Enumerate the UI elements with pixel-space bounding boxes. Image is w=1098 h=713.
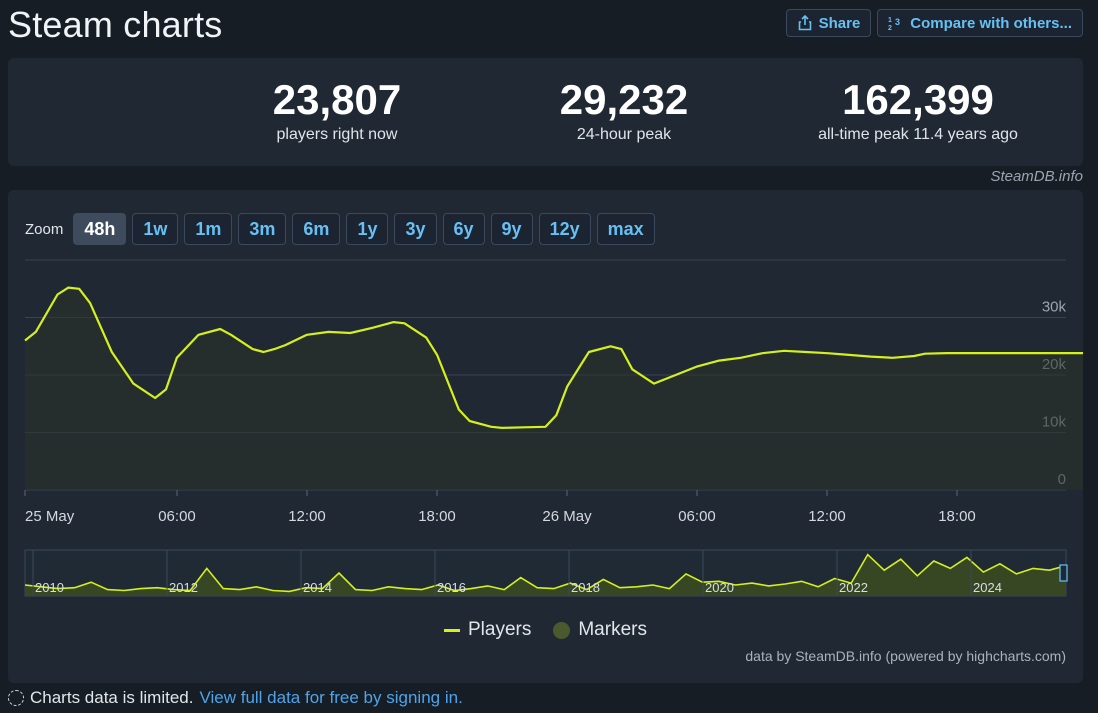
zoom-button-1m[interactable]: 1m xyxy=(184,213,233,245)
x-tick-label: 12:00 xyxy=(288,508,326,525)
svg-text:3: 3 xyxy=(895,17,900,27)
zoom-button-6m[interactable]: 6m xyxy=(292,213,341,245)
stat-24h-peak: 29,232 24-hour peak xyxy=(494,76,754,144)
zoom-button-max[interactable]: max xyxy=(596,213,655,245)
zoom-button-1w[interactable]: 1w xyxy=(132,213,179,245)
x-tick-label: 25 May xyxy=(25,508,75,525)
navigator-x-label: 2012 xyxy=(169,580,198,595)
x-tick-label: 06:00 xyxy=(678,508,716,525)
stat-value: 162,399 xyxy=(842,76,994,123)
share-label: Share xyxy=(818,14,861,32)
share-button[interactable]: Share xyxy=(785,9,872,37)
navigator-x-label: 2018 xyxy=(571,580,600,595)
header-actions: Share 1 2 3 Compare with others... xyxy=(785,9,1083,37)
limited-data-notice: Charts data is limited. View full data f… xyxy=(8,688,463,708)
markers-dot-icon xyxy=(553,621,571,639)
share-icon xyxy=(798,15,811,31)
navigator-x-label: 2010 xyxy=(35,580,64,595)
stat-players-now: 23,807 players right now xyxy=(207,76,467,144)
svg-text:2: 2 xyxy=(888,25,892,31)
navigator-x-label: 2016 xyxy=(437,580,466,595)
zoom-button-3y[interactable]: 3y xyxy=(394,213,437,245)
navigator-x-label: 2024 xyxy=(973,580,1002,595)
zoom-button-group: 48h 1w 1m 3m 6m 1y 3y 6y 9y 12y max xyxy=(73,213,655,245)
compare-button[interactable]: 1 2 3 Compare with others... xyxy=(877,9,1083,37)
stats-panel: 23,807 players right now 29,232 24-hour … xyxy=(8,58,1083,166)
dashed-circle-icon xyxy=(8,690,24,706)
navigator-x-label: 2020 xyxy=(705,580,734,595)
x-tick-label: 18:00 xyxy=(938,508,976,525)
navigator-handle[interactable] xyxy=(1059,564,1068,582)
zoom-button-48h[interactable]: 48h xyxy=(73,213,127,245)
chart-legend: Players Markers xyxy=(8,619,1083,641)
sign-in-link[interactable]: View full data for free by signing in. xyxy=(199,688,463,707)
legend-players-label: Players xyxy=(468,619,532,640)
zoom-button-6y[interactable]: 6y xyxy=(442,213,485,245)
stat-label: players right now xyxy=(276,126,398,143)
limited-text: Charts data is limited. xyxy=(30,688,194,707)
x-tick-label: 26 May xyxy=(542,508,592,525)
y-tick-label: 30k xyxy=(1042,299,1067,316)
navigator-x-label: 2014 xyxy=(303,580,332,595)
legend-markers[interactable]: Markers xyxy=(553,619,647,641)
svg-text:1: 1 xyxy=(888,17,892,24)
zoom-controls: Zoom 48h 1w 1m 3m 6m 1y 3y 6y 9y 12y max xyxy=(25,213,655,245)
zoom-button-12y[interactable]: 12y xyxy=(538,213,591,245)
navigator-x-label: 2022 xyxy=(839,580,868,595)
zoom-label: Zoom xyxy=(25,220,64,238)
x-tick-label: 18:00 xyxy=(418,508,456,525)
x-tick-label: 06:00 xyxy=(158,508,196,525)
stat-value: 29,232 xyxy=(559,76,689,123)
zoom-button-1y[interactable]: 1y xyxy=(346,213,389,245)
stat-value: 23,807 xyxy=(272,76,402,123)
players-line-icon xyxy=(444,628,460,632)
legend-markers-label: Markers xyxy=(578,619,647,640)
zoom-button-9y[interactable]: 9y xyxy=(490,213,533,245)
navigator-area xyxy=(25,554,1066,596)
compare-label: Compare with others... xyxy=(910,14,1072,32)
stat-label: all-time peak 11.4 years ago xyxy=(818,126,1018,143)
stat-all-time-peak: 162,399 all-time peak 11.4 years ago xyxy=(788,76,1048,144)
page-title: Steam charts xyxy=(8,4,223,45)
highcharts-credit[interactable]: data by SteamDB.info (powered by highcha… xyxy=(745,648,1066,664)
players-series-line xyxy=(24,286,1083,429)
x-tick-label: 12:00 xyxy=(808,508,846,525)
compare-icon: 1 2 3 xyxy=(888,17,900,31)
legend-players[interactable]: Players xyxy=(444,619,531,641)
stat-label: 24-hour peak xyxy=(576,126,672,143)
zoom-button-3m[interactable]: 3m xyxy=(238,213,287,245)
series-area xyxy=(25,287,1083,490)
navigator-series-line xyxy=(24,553,1067,593)
steamdb-credit[interactable]: SteamDB.info xyxy=(990,168,1083,185)
